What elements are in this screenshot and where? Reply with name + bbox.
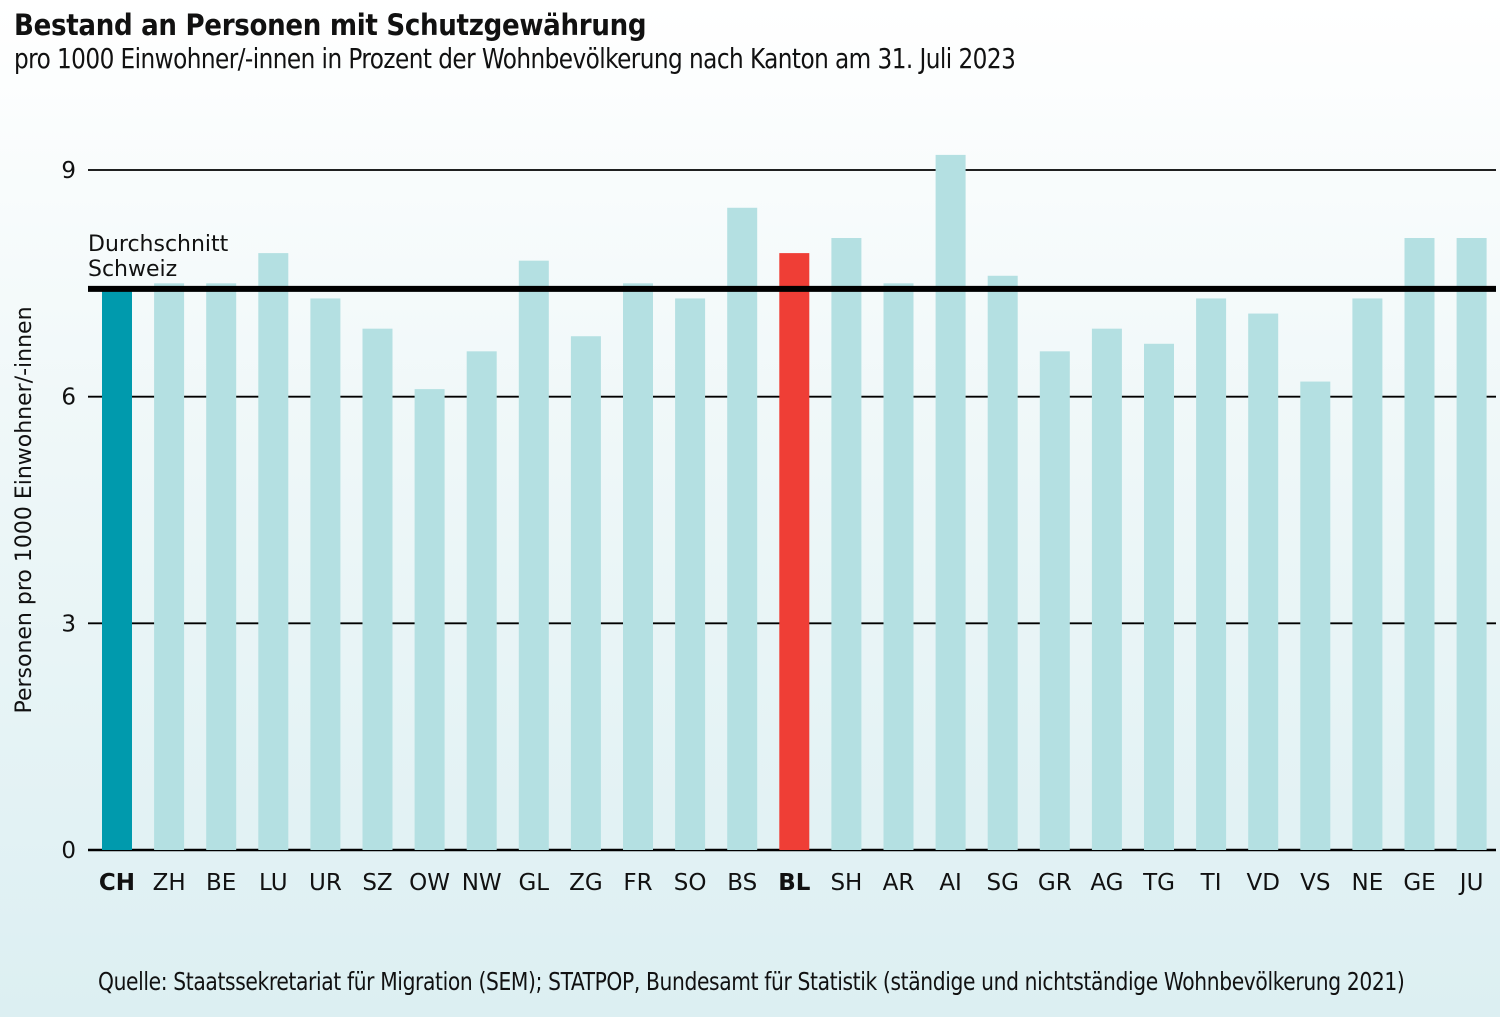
bar-ch [102, 290, 132, 850]
x-tick-label-ge: GE [1403, 870, 1435, 896]
x-tick-label-nw: NW [462, 870, 502, 896]
bar-vd [1248, 313, 1279, 850]
x-tick-label-ur: UR [309, 870, 342, 896]
bar-sg [987, 275, 1018, 850]
x-tick-label-ar: AR [883, 870, 915, 896]
x-tick-label-ai: AI [939, 870, 962, 896]
x-tick-label-bs: BS [727, 870, 757, 896]
bar-gr [1039, 351, 1070, 850]
bar-ow [414, 389, 445, 850]
x-tick-label-bl: BL [778, 870, 811, 896]
bar-so [675, 298, 706, 850]
bar-ar [883, 283, 914, 850]
bar-nw [466, 351, 497, 850]
x-tick-label-zh: ZH [153, 870, 186, 896]
y-tick-label: 0 [61, 838, 76, 864]
average-label-line-1: Durchschnitt [88, 232, 229, 257]
bar-ne [1352, 298, 1383, 850]
x-tick-label-sg: SG [986, 870, 1018, 896]
x-tick-label-ju: JU [1458, 870, 1484, 896]
x-tick-label-lu: LU [259, 870, 288, 896]
bar-vs [1300, 381, 1331, 850]
x-tick-label-ti: TI [1200, 870, 1222, 896]
y-tick-label: 3 [61, 611, 76, 637]
chart-subtitle: pro 1000 Einwohner/-innen in Prozent der… [14, 42, 1016, 75]
x-tick-label-ch: CH [99, 870, 135, 896]
x-tick-label-ow: OW [409, 870, 450, 896]
x-tick-label-ne: NE [1352, 870, 1384, 896]
x-axis-labels: CH ZH BE LU UR SZ OW NW GL ZG FR SO BS BL SH AR AI SG GR AG… [99, 870, 1483, 896]
bar-ag [1091, 328, 1122, 851]
x-tick-label-gl: GL [518, 870, 549, 896]
x-tick-label-tg: TG [1142, 870, 1175, 896]
bar-gl [518, 260, 549, 851]
chart-title: Bestand an Personen mit Schutzgewährung [14, 8, 647, 42]
bar-zg [570, 336, 601, 850]
bar-be [206, 283, 237, 850]
bar-bs [727, 207, 758, 850]
bar-ti [1196, 298, 1227, 850]
x-tick-label-be: BE [206, 870, 236, 896]
y-axis-ticks: 0 3 6 9 [61, 158, 76, 864]
x-tick-label-vs: VS [1300, 870, 1330, 896]
bar-fr [623, 283, 653, 850]
y-tick-label: 9 [61, 158, 76, 184]
bar-tg [1144, 343, 1174, 850]
bar-ge [1404, 238, 1435, 850]
x-tick-label-fr: FR [623, 870, 652, 896]
y-tick-label: 6 [61, 385, 76, 411]
x-tick-label-zg: ZG [569, 870, 603, 896]
bar-sh [831, 238, 862, 850]
bar-ur [310, 298, 341, 850]
bar-zh [154, 283, 185, 850]
bar-ju [1456, 238, 1487, 850]
x-tick-label-ag: AG [1090, 870, 1123, 896]
x-tick-label-gr: GR [1038, 870, 1072, 896]
x-tick-label-vd: VD [1246, 870, 1279, 896]
bar-bl [779, 253, 810, 851]
bars [102, 154, 1487, 851]
x-tick-label-so: SO [674, 870, 707, 896]
average-label-line-2: Schweiz [88, 257, 177, 282]
bar-sz [362, 328, 393, 851]
bar-lu [258, 253, 289, 851]
x-tick-label-sh: SH [830, 870, 862, 896]
source-note: Quelle: Staatssekretariat für Migration … [98, 967, 1405, 996]
y-axis-label: Personen pro 1000 Einwohner/-innen [12, 306, 37, 713]
x-tick-label-sz: SZ [362, 870, 392, 896]
bar-ai [935, 154, 966, 850]
